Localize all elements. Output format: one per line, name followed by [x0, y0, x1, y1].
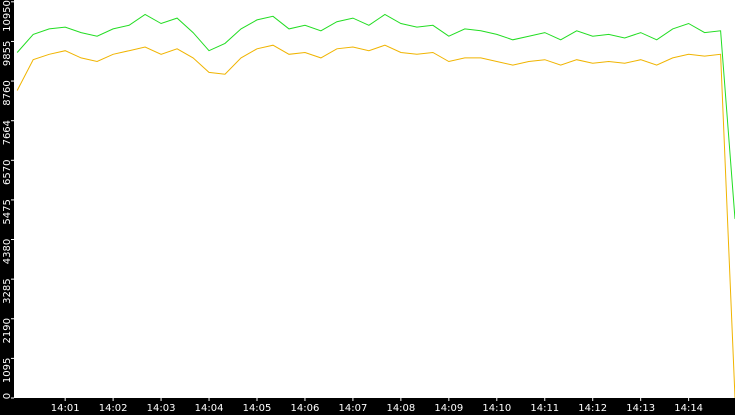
- y-tick-label: 9855: [2, 41, 13, 66]
- x-axis-band: [0, 398, 735, 415]
- y-tick-label: 6570: [2, 160, 13, 185]
- y-tick-label: 8760: [2, 80, 13, 105]
- y-tick-label: 5475: [2, 199, 13, 224]
- series-line: [16, 44, 735, 399]
- x-tick-label: 14:08: [386, 403, 415, 414]
- y-tick-label: 10950: [2, 0, 13, 32]
- x-tick-label: 14:02: [99, 403, 128, 414]
- x-tick-label: 14:05: [243, 403, 272, 414]
- x-tick-label: 14:10: [482, 403, 511, 414]
- x-tick-label: 14:12: [578, 403, 607, 414]
- y-tick-label: 3285: [2, 278, 13, 303]
- series-line: [16, 13, 735, 219]
- x-tick-label: 14:07: [339, 403, 368, 414]
- y-axis-band: [0, 0, 14, 415]
- y-tick-label: 0: [2, 393, 13, 399]
- x-tick-label: 14:01: [51, 403, 80, 414]
- x-tick-label: 14:11: [530, 403, 559, 414]
- y-tick-label: 1095: [2, 358, 13, 383]
- x-tick-label: 14:14: [674, 403, 703, 414]
- y-tick-label: 7664: [2, 120, 13, 145]
- y-tick-label: 2190: [2, 318, 13, 343]
- x-tick-label: 14:09: [434, 403, 463, 414]
- x-tick-label: 14:13: [626, 403, 655, 414]
- x-tick-label: 14:04: [195, 403, 224, 414]
- x-tick-label: 14:06: [291, 403, 320, 414]
- x-tick-label: 14:03: [147, 403, 176, 414]
- y-tick-label: 4380: [2, 239, 13, 264]
